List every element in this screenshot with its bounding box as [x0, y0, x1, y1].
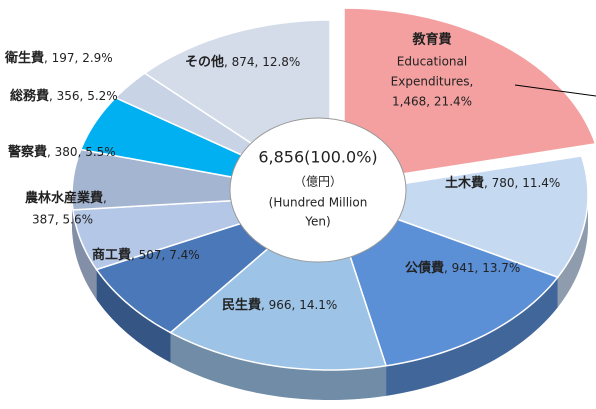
- category-label: 公債費: [405, 260, 444, 276]
- separator: ,: [224, 55, 232, 69]
- data-label: 衛生費, 197, 2.9%: [4, 50, 113, 66]
- data-label: 公債費, 941, 13.7%: [405, 260, 520, 276]
- category-label: 民生費: [222, 297, 261, 313]
- category-label: 土木費: [445, 175, 484, 191]
- slice-shade: [170, 332, 387, 400]
- annotation: Educational: [397, 55, 467, 69]
- slice-side: [557, 193, 588, 308]
- data-label: その他, 874, 12.8%: [185, 54, 300, 70]
- value-label: 387, 5.6%: [32, 213, 93, 227]
- slice-side: [170, 332, 387, 400]
- data-label: 警察費, 380, 5.5%: [8, 144, 116, 160]
- value-label: 197, 2.9%: [52, 51, 113, 65]
- category-label: 総務費: [10, 88, 49, 104]
- data-label: 商工費, 507, 7.4%: [92, 247, 200, 263]
- category-label: その他: [185, 54, 224, 70]
- slice: [328, 193, 559, 367]
- slice-side: [386, 277, 558, 396]
- pie-tops: [71, 7, 596, 371]
- value-label: 507, 7.4%: [139, 248, 200, 262]
- separator: ,: [47, 145, 55, 159]
- category-label: 商工費: [92, 247, 131, 263]
- value-label: 1,468, 21.4%: [392, 95, 472, 109]
- category-label: 農林水産業費: [25, 190, 103, 206]
- data-label: 総務費, 356, 5.2%: [10, 88, 118, 104]
- value-label: 874, 12.8%: [232, 55, 301, 69]
- data-label: 土木費, 780, 11.4%: [445, 175, 560, 191]
- category-label: 衛生費: [4, 50, 44, 66]
- unit-label-en: (Hundred Million: [269, 196, 368, 210]
- category-label: 教育費: [411, 32, 451, 48]
- value-label: 380, 5.5%: [55, 145, 116, 159]
- slice-shade: [386, 277, 558, 396]
- separator: ,: [131, 248, 139, 262]
- slice-shade: [72, 209, 97, 300]
- slice: [343, 7, 596, 184]
- unit-label-en: Yen): [304, 215, 330, 229]
- annotation: Expenditures,: [391, 75, 474, 89]
- separator: ,: [261, 298, 269, 312]
- total-label: 6,856(100.0%): [258, 148, 377, 167]
- slice-side: [72, 209, 97, 300]
- slice-shade: [557, 193, 588, 308]
- unit-label: （億円）: [294, 175, 342, 189]
- separator: ,: [103, 191, 107, 205]
- value-label: 966, 14.1%: [269, 298, 338, 312]
- value-label: 941, 13.7%: [452, 261, 521, 275]
- separator: ,: [49, 89, 57, 103]
- center-hole: [229, 117, 407, 263]
- value-label: 780, 11.4%: [492, 176, 561, 190]
- leader-line: [514, 84, 596, 97]
- category-label: 警察費: [8, 144, 47, 160]
- data-label: 農林水産業費,: [25, 190, 107, 206]
- separator: ,: [444, 261, 452, 275]
- value-label: 356, 5.2%: [57, 89, 118, 103]
- labels: 土木費, 780, 11.4% 公債費, 941, 13.7% 民生費, 966, …: [4, 32, 560, 313]
- data-label: 民生費, 966, 14.1%: [222, 297, 337, 313]
- separator: ,: [44, 51, 52, 65]
- separator: ,: [484, 176, 492, 190]
